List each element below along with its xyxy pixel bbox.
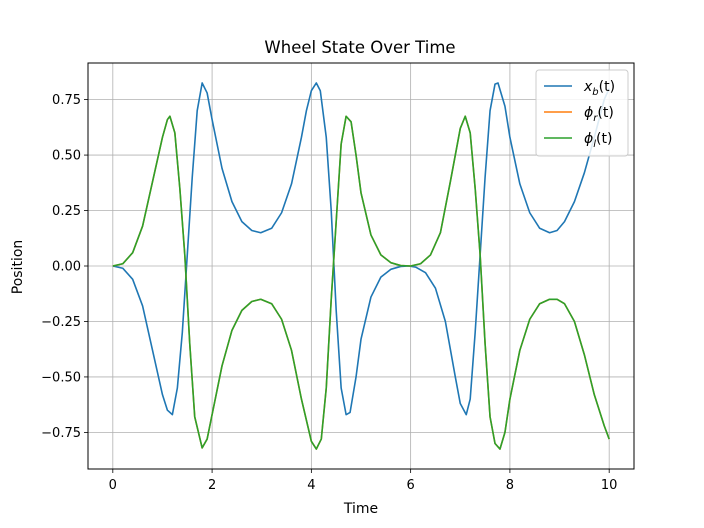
- legend-label-phi-l: ϕl(t): [584, 131, 612, 150]
- x-axis-label: Time: [343, 501, 378, 517]
- y-tick-label: 0.75: [52, 93, 81, 108]
- legend-label-xb: xb(t): [583, 79, 615, 98]
- x-tick-label: 2: [208, 478, 216, 493]
- series-line-phi-l: [112, 115, 610, 450]
- x-tick-label: 4: [307, 478, 315, 493]
- legend-label-phi-r: ϕr(t): [584, 105, 614, 124]
- y-tick-label: −0.50: [41, 370, 81, 385]
- series-line-xb: [112, 82, 610, 416]
- axis-ticks: 0 2 4 6 8 10 −0.75 −0.50 −0.25 0.00 0.25 0.50 0.75: [41, 93, 617, 493]
- legend: xb(t) ϕr(t) ϕl(t): [535, 69, 629, 157]
- y-tick-label: 0.25: [52, 204, 81, 219]
- chart-title: Wheel State Over Time: [264, 38, 455, 57]
- y-tick-label: 0.00: [52, 260, 81, 275]
- plot-area: [112, 82, 610, 450]
- y-tick-label: −0.25: [41, 315, 81, 330]
- legend-box: [535, 69, 629, 157]
- y-tick-label: −0.75: [41, 426, 81, 441]
- x-tick-label: 0: [109, 478, 117, 493]
- x-tick-label: 10: [601, 478, 618, 493]
- x-tick-label: 6: [406, 478, 414, 493]
- y-tick-label: 0.50: [52, 149, 81, 164]
- x-tick-label: 8: [506, 478, 514, 493]
- y-axis-label: Position: [10, 240, 26, 295]
